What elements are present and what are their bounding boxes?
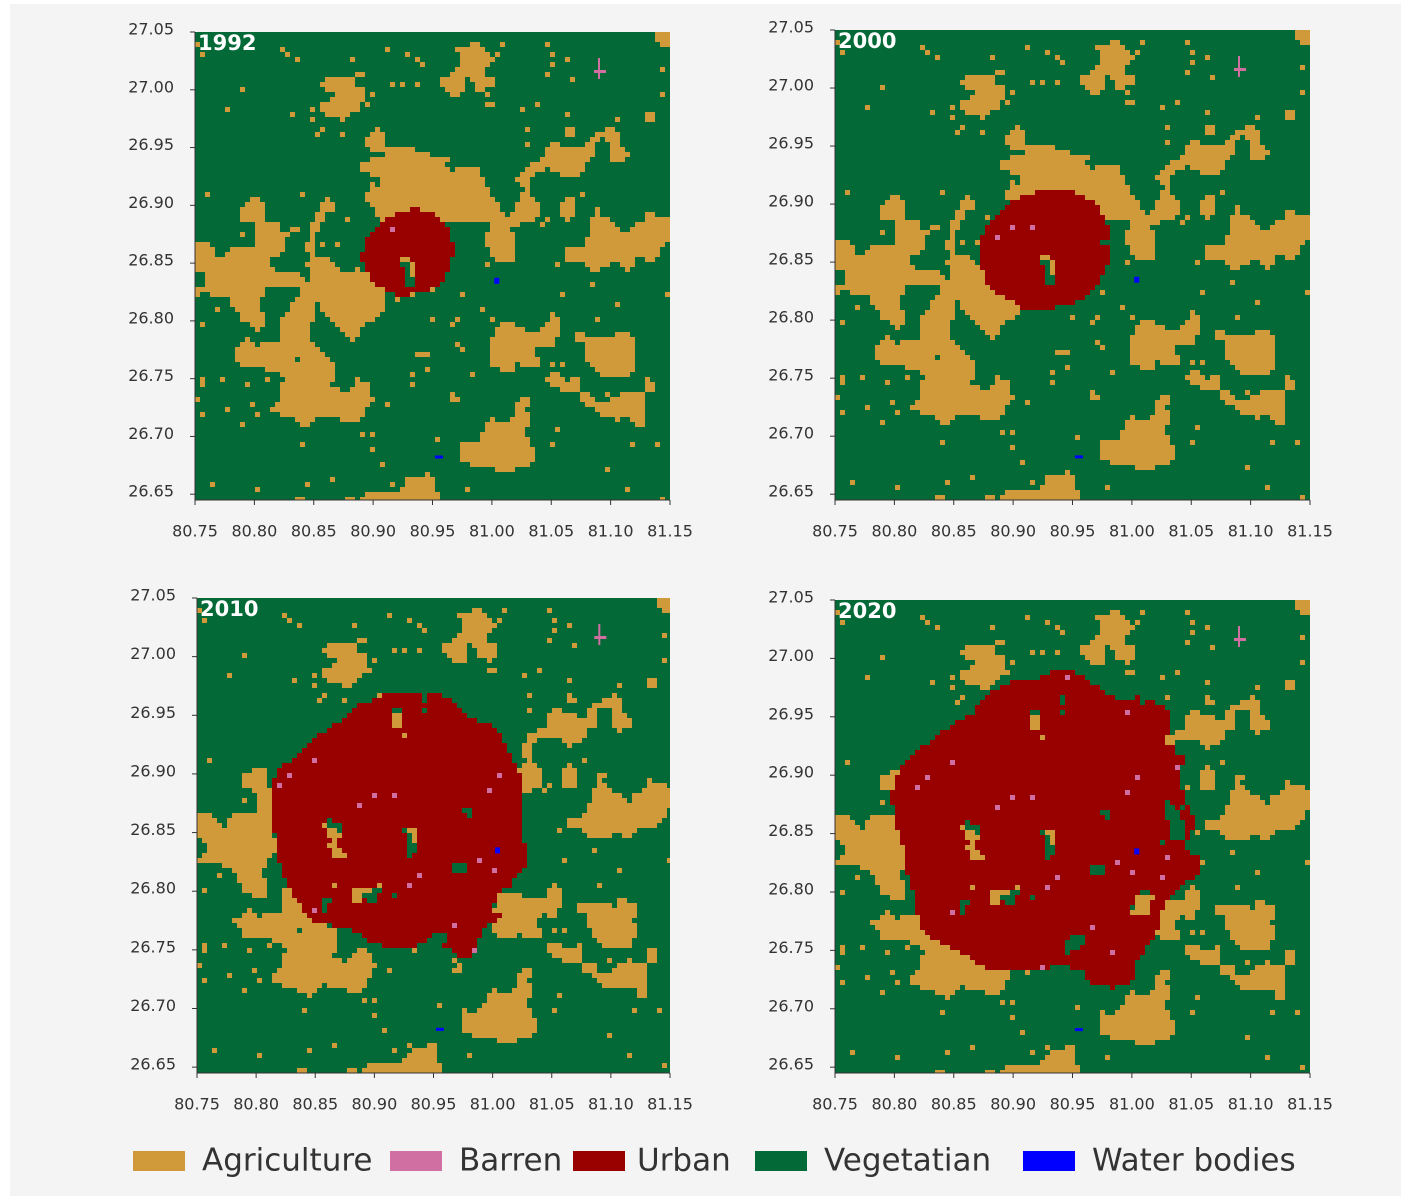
x-tick-label: 80.95: [411, 1095, 457, 1114]
y-tick-label: 26.65: [768, 482, 814, 501]
legend-label: Water bodies: [1092, 1143, 1296, 1179]
x-tick-label: 81.00: [470, 1095, 516, 1114]
y-tick-label: 26.95: [128, 135, 174, 154]
legend-label: Agriculture: [202, 1143, 373, 1179]
y-tick-label: 26.95: [130, 703, 176, 722]
map-panel: 2010 80.75 80.80 80.85 80.90 80.95 81.00 81.05 8…: [130, 586, 693, 1114]
x-tick-label: 80.75: [172, 522, 218, 541]
x-tick-label: 81.15: [647, 522, 693, 541]
y-tick-label: 26.80: [128, 308, 174, 327]
y-tick-label: 26.90: [768, 192, 814, 211]
x-tick-label: 80.90: [990, 522, 1036, 541]
y-tick-label: 26.80: [768, 879, 814, 898]
x-tick-label: 81.10: [1228, 1095, 1274, 1114]
y-tick-label: 27.00: [768, 76, 814, 95]
y-tick-label: 27.00: [768, 646, 814, 665]
y-tick-label: 26.85: [130, 820, 176, 839]
x-tick-label: 81.00: [1109, 522, 1155, 541]
y-tick-label: 26.80: [768, 308, 814, 327]
x-tick-label: 80.80: [233, 1095, 279, 1114]
y-tick-label: 26.90: [130, 761, 176, 780]
legend-swatch: [133, 1151, 185, 1171]
y-tick-label: 26.70: [768, 424, 814, 443]
legend-label: Urban: [637, 1143, 731, 1179]
legend-swatch: [1023, 1151, 1075, 1171]
x-tick-label: 81.00: [1109, 1095, 1155, 1114]
x-tick-label: 81.10: [1228, 522, 1274, 541]
y-tick-label: 26.85: [128, 251, 174, 270]
y-tick-label: 27.05: [768, 588, 814, 607]
panel-title: 2020: [838, 599, 896, 623]
legend-swatch: [390, 1151, 442, 1171]
y-tick-label: 27.05: [768, 18, 814, 37]
x-tick-label: 80.80: [871, 522, 917, 541]
legend-label: Barren: [459, 1143, 562, 1179]
legend-swatch: [755, 1151, 807, 1171]
x-tick-label: 80.80: [231, 522, 277, 541]
y-tick-label: 26.70: [768, 996, 814, 1015]
x-tick-label: 81.10: [588, 1095, 634, 1114]
x-tick-label: 81.05: [529, 1095, 575, 1114]
x-tick-label: 80.90: [350, 522, 396, 541]
y-tick-label: 26.65: [768, 1055, 814, 1074]
x-tick-label: 81.05: [1168, 522, 1214, 541]
x-tick-label: 80.75: [812, 1095, 858, 1114]
x-tick-label: 81.00: [469, 522, 515, 541]
y-tick-label: 26.85: [768, 250, 814, 269]
legend-label: Vegetatian: [824, 1143, 991, 1179]
x-tick-label: 80.95: [410, 522, 456, 541]
y-tick-label: 26.75: [768, 366, 814, 385]
x-tick-label: 80.90: [990, 1095, 1036, 1114]
x-tick-label: 81.05: [528, 522, 574, 541]
panel-title: 1992: [198, 31, 256, 55]
y-tick-label: 27.05: [130, 586, 176, 605]
y-tick-label: 26.70: [128, 424, 174, 443]
x-tick-label: 81.15: [1287, 1095, 1333, 1114]
y-tick-label: 26.75: [130, 937, 176, 956]
legend: Agriculture Barren Urban Vegetatian Water bo…: [133, 1143, 1296, 1179]
y-tick-label: 26.65: [128, 482, 174, 501]
x-tick-label: 81.05: [1168, 1095, 1214, 1114]
y-tick-label: 26.90: [768, 763, 814, 782]
y-tick-label: 26.90: [128, 193, 174, 212]
page: {"chart_data": [ {"type": "map", "title"…: [0, 0, 1411, 1200]
y-tick-label: 26.65: [130, 1055, 176, 1074]
x-tick-label: 81.15: [647, 1095, 693, 1114]
y-tick-label: 26.75: [128, 366, 174, 385]
x-tick-label: 81.15: [1287, 522, 1333, 541]
y-tick-label: 26.80: [130, 879, 176, 898]
x-tick-label: 80.85: [291, 522, 337, 541]
x-tick-label: 80.75: [174, 1095, 220, 1114]
x-tick-label: 80.85: [931, 522, 977, 541]
y-tick-label: 27.00: [130, 644, 176, 663]
map-panel: 1992 80.75 80.80 80.85 80.90 80.95 81.00 81.05 8…: [128, 20, 693, 541]
panel-title: 2010: [200, 597, 258, 621]
y-tick-label: 26.95: [768, 134, 814, 153]
x-tick-label: 80.95: [1050, 1095, 1096, 1114]
y-tick-label: 26.85: [768, 821, 814, 840]
x-tick-label: 80.95: [1050, 522, 1096, 541]
x-tick-label: 80.85: [292, 1095, 338, 1114]
y-tick-label: 27.05: [128, 20, 174, 39]
x-tick-label: 81.10: [588, 522, 634, 541]
panel-title: 2000: [838, 29, 896, 53]
x-tick-label: 80.90: [351, 1095, 397, 1114]
y-tick-label: 27.00: [128, 77, 174, 96]
y-tick-label: 26.95: [768, 704, 814, 723]
x-tick-label: 80.80: [871, 1095, 917, 1114]
map-panel: 2020 80.75 80.80 80.85 80.90 80.95 81.00 81.05 8…: [768, 588, 1333, 1114]
legend-swatch: [573, 1151, 625, 1171]
y-tick-label: 26.70: [130, 996, 176, 1015]
map-panel: 2000 80.75 80.80 80.85 80.90 80.95 81.00 81.05 8…: [768, 18, 1333, 541]
x-tick-label: 80.75: [812, 522, 858, 541]
figure: 1992 80.75 80.80 80.85 80.90 80.95 81.00 81.05 8…: [0, 0, 1411, 1200]
x-tick-label: 80.85: [931, 1095, 977, 1114]
y-tick-label: 26.75: [768, 938, 814, 957]
